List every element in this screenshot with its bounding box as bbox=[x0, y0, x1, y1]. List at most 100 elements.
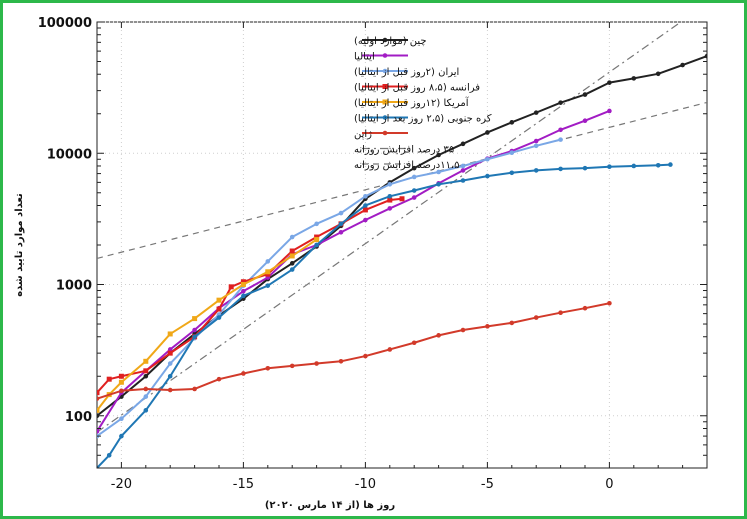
data-point bbox=[582, 165, 588, 171]
series-line bbox=[97, 110, 610, 432]
data-point bbox=[509, 150, 515, 155]
data-point bbox=[655, 162, 661, 168]
legend-label: ۳۵ درصد افزایش روزانه bbox=[354, 145, 454, 156]
data-point bbox=[582, 305, 588, 311]
data-point bbox=[460, 168, 466, 173]
data-point bbox=[558, 310, 563, 315]
data-point bbox=[362, 207, 368, 213]
data-point bbox=[436, 152, 441, 158]
data-point bbox=[582, 92, 588, 97]
data-point bbox=[558, 127, 563, 133]
data-point bbox=[97, 390, 100, 396]
data-point bbox=[216, 297, 222, 303]
y-axis-label: تعداد موارد تایید شده bbox=[14, 193, 25, 297]
data-point bbox=[167, 387, 173, 393]
data-point bbox=[485, 156, 490, 162]
data-point bbox=[119, 433, 124, 439]
data-point bbox=[631, 163, 637, 169]
reference-lines bbox=[97, 22, 707, 433]
series-6 bbox=[97, 300, 612, 401]
data-point bbox=[97, 465, 100, 468]
series-line bbox=[97, 22, 682, 433]
data-point bbox=[241, 288, 246, 294]
data-point bbox=[192, 386, 197, 392]
data-point bbox=[399, 196, 405, 202]
data-point bbox=[143, 373, 149, 379]
data-point bbox=[289, 234, 295, 240]
data-point bbox=[314, 237, 320, 243]
legend-marker bbox=[382, 84, 388, 89]
data-point bbox=[607, 80, 612, 85]
data-point bbox=[216, 306, 222, 312]
data-point bbox=[680, 62, 685, 68]
y-tick-label: 10000 bbox=[47, 147, 92, 162]
legend-marker bbox=[382, 53, 388, 58]
legend-label: ۱۱،۵درصد افزایش روزانه bbox=[354, 160, 460, 171]
data-point bbox=[314, 221, 319, 227]
data-point bbox=[240, 279, 246, 285]
data-point bbox=[143, 386, 149, 392]
data-point bbox=[289, 363, 295, 369]
data-point bbox=[167, 373, 173, 379]
grid-lines bbox=[97, 21, 707, 468]
data-point bbox=[143, 368, 149, 374]
data-point bbox=[119, 416, 124, 421]
plot-area bbox=[96, 21, 708, 469]
data-point bbox=[289, 267, 295, 272]
x-tick-label: -5 bbox=[481, 477, 494, 492]
data-point bbox=[167, 361, 173, 366]
data-point bbox=[387, 347, 393, 352]
data-point bbox=[533, 143, 539, 149]
data-point bbox=[97, 396, 100, 401]
data-point bbox=[167, 331, 173, 337]
data-point bbox=[265, 365, 271, 371]
y-tick-label: 100000 bbox=[38, 16, 92, 31]
legend-marker bbox=[382, 68, 388, 74]
data-point bbox=[558, 166, 563, 172]
data-point bbox=[363, 203, 368, 208]
data-point bbox=[460, 163, 466, 169]
x-tick-label: -15 bbox=[233, 477, 254, 492]
data-point bbox=[241, 293, 246, 299]
data-point bbox=[509, 120, 515, 125]
legend: چین (موارد اولیه) ایتالیا ایران (۲روز قبل … bbox=[354, 36, 492, 171]
data-point bbox=[411, 340, 417, 346]
data-point bbox=[558, 100, 563, 105]
data-point bbox=[631, 76, 637, 81]
data-point bbox=[509, 170, 515, 176]
data-point bbox=[363, 217, 368, 223]
data-point bbox=[119, 388, 124, 394]
axis-ticks: -20 -15 -10 -5 0 100 1000 10000 100000 bbox=[38, 16, 708, 492]
data-point bbox=[387, 206, 393, 211]
series-line bbox=[97, 302, 610, 400]
legend-marker bbox=[382, 130, 388, 136]
legend-label: کره جنوبی (۲،۵ روز بعد از ایتالیا) bbox=[354, 114, 492, 125]
data-point bbox=[485, 173, 490, 179]
x-tick-label: -20 bbox=[111, 477, 132, 492]
data-point bbox=[106, 376, 112, 382]
data-point bbox=[192, 316, 198, 322]
data-point bbox=[607, 108, 612, 114]
data-point bbox=[118, 373, 124, 379]
series-5 bbox=[97, 162, 673, 468]
data-point bbox=[387, 182, 393, 187]
data-point bbox=[143, 408, 149, 413]
data-point bbox=[363, 193, 368, 199]
data-point bbox=[289, 248, 295, 254]
data-point bbox=[338, 359, 344, 364]
data-point bbox=[216, 376, 222, 382]
data-point bbox=[97, 429, 100, 434]
series-4 bbox=[97, 237, 320, 413]
series-7 bbox=[97, 22, 682, 433]
legend-label: ژاپن bbox=[354, 129, 372, 140]
legend-label: فرانسه (۸،۵ روز قبل از ایتالیا) bbox=[354, 83, 480, 94]
data-point bbox=[436, 182, 441, 187]
legend-label: ایتالیا bbox=[354, 52, 375, 63]
data-point bbox=[411, 174, 417, 180]
data-point bbox=[338, 210, 344, 216]
data-point bbox=[485, 324, 490, 329]
data-point bbox=[192, 334, 197, 340]
series-line bbox=[97, 138, 561, 437]
data-point bbox=[265, 283, 271, 288]
data-point bbox=[240, 282, 246, 288]
